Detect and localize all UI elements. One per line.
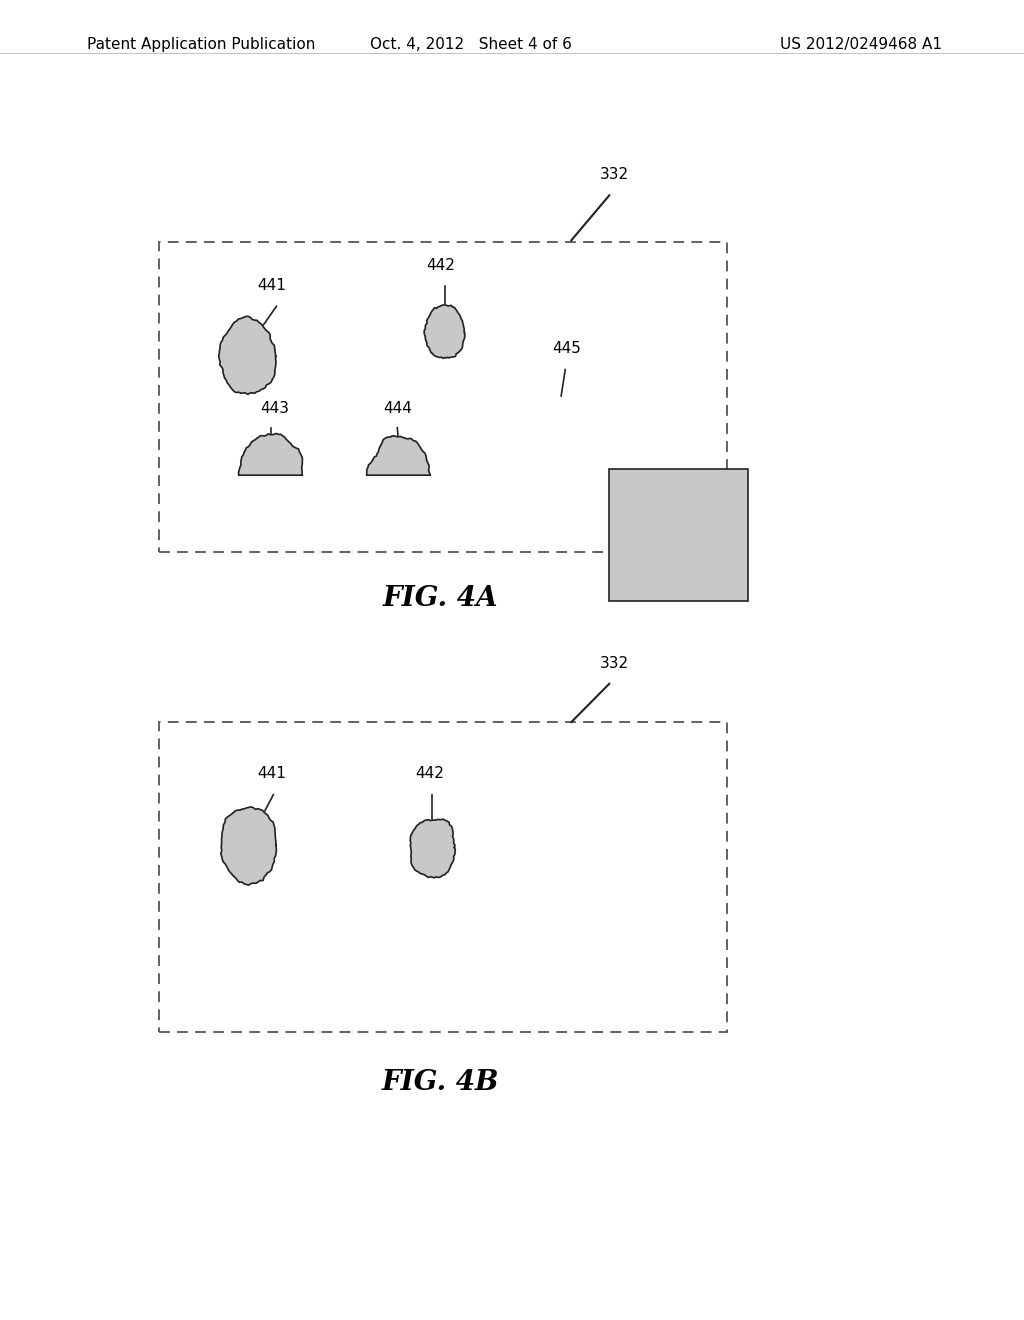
- Text: Patent Application Publication: Patent Application Publication: [87, 37, 315, 51]
- Text: FIG. 4B: FIG. 4B: [382, 1069, 499, 1096]
- Polygon shape: [411, 820, 456, 878]
- Text: 441: 441: [257, 767, 286, 781]
- Text: 332: 332: [600, 656, 629, 671]
- Polygon shape: [239, 433, 302, 475]
- Text: 442: 442: [416, 767, 444, 781]
- Bar: [159, 242, 727, 552]
- Text: 445: 445: [552, 342, 581, 356]
- Text: US 2012/0249468 A1: US 2012/0249468 A1: [780, 37, 942, 51]
- Polygon shape: [424, 305, 465, 358]
- Text: 442: 442: [426, 259, 455, 273]
- Text: 443: 443: [260, 401, 289, 416]
- Text: Oct. 4, 2012   Sheet 4 of 6: Oct. 4, 2012 Sheet 4 of 6: [370, 37, 572, 51]
- Text: FIG. 4A: FIG. 4A: [383, 585, 498, 611]
- Text: 444: 444: [383, 401, 412, 416]
- Text: 332: 332: [600, 168, 629, 182]
- Polygon shape: [219, 317, 275, 395]
- Bar: [609, 469, 748, 601]
- Bar: [159, 722, 727, 1032]
- Polygon shape: [367, 436, 430, 475]
- Text: 441: 441: [257, 279, 286, 293]
- Polygon shape: [221, 807, 276, 884]
